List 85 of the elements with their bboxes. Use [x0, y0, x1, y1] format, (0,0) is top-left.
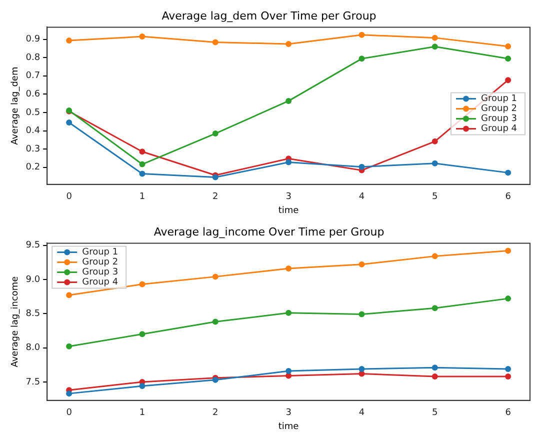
legend-label: Group 4 [82, 278, 118, 288]
chart-title: Average lag_income Over Time per Group [154, 225, 384, 238]
legend-label: Group 3 [82, 268, 118, 278]
point [66, 292, 72, 298]
x-tick-label: 1 [139, 192, 146, 202]
x-tick-label: 2 [212, 192, 218, 202]
point [432, 364, 438, 371]
point [358, 366, 365, 372]
y-tick-label: 9.0 [26, 274, 40, 285]
point [139, 170, 146, 177]
point [505, 170, 512, 176]
point [432, 373, 438, 380]
x-tick-label: 4 [358, 192, 365, 202]
point [432, 44, 438, 50]
point [432, 305, 438, 312]
y-axis-title: Average lag_income [10, 276, 21, 368]
y-axis-title: Average lag_dem [10, 66, 21, 145]
y-tick-label: 7.5 [26, 377, 40, 388]
y-tick-label: 8.5 [26, 308, 40, 319]
point [139, 34, 146, 40]
point [358, 164, 365, 170]
point [212, 274, 218, 280]
y-tick-label: 0.4 [26, 126, 40, 136]
x-tick-label: 3 [286, 192, 292, 202]
x-tick-label: 5 [432, 408, 438, 418]
point [66, 38, 72, 44]
x-axis-title: time [278, 206, 300, 216]
point [139, 331, 146, 338]
point [432, 160, 438, 166]
x-tick-label: 6 [505, 408, 512, 418]
point [505, 373, 512, 380]
x-tick-label: 0 [66, 192, 72, 202]
point [66, 343, 72, 350]
y-tick-label: 0.6 [26, 90, 40, 100]
point [358, 56, 365, 62]
x-tick-label: 6 [505, 192, 512, 202]
y-tick-label: 0.2 [26, 162, 40, 173]
point [505, 248, 512, 254]
point [432, 34, 438, 41]
y-tick-label: 0.3 [26, 144, 40, 154]
point [286, 310, 292, 316]
point [212, 130, 218, 137]
x-tick-label: 4 [358, 408, 365, 418]
legend-label: Group 3 [481, 114, 518, 124]
chart-title: Average lag_dem Over Time per Group [162, 9, 376, 22]
point [286, 41, 292, 48]
point [212, 318, 218, 325]
point [66, 120, 72, 126]
legend-label: Group 2 [481, 104, 518, 114]
point [505, 77, 512, 84]
point [212, 39, 218, 46]
x-tick-label: 1 [139, 408, 146, 418]
legend-label: Group 1 [82, 248, 118, 258]
legend-label: Group 2 [82, 258, 118, 268]
x-tick-label: 3 [286, 408, 292, 418]
point [358, 261, 365, 268]
y-tick-label: 0.8 [26, 52, 40, 63]
point [505, 43, 512, 50]
point [286, 368, 292, 374]
point [358, 311, 365, 318]
y-tick-label: 0.5 [26, 108, 40, 118]
point [66, 390, 72, 397]
y-tick-label: 0.7 [26, 71, 40, 82]
point [139, 383, 146, 390]
point [505, 56, 512, 62]
point [286, 98, 292, 104]
point [505, 296, 512, 302]
y-tick-label: 0.9 [26, 34, 40, 45]
point [139, 161, 146, 168]
point [139, 148, 146, 155]
y-tick-label: 9.5 [26, 240, 40, 251]
y-tick-label: 8.0 [26, 343, 40, 354]
x-tick-label: 0 [66, 408, 72, 418]
point [139, 281, 146, 288]
legend-label: Group 4 [481, 124, 518, 134]
x-tick-label: 5 [432, 192, 438, 202]
point [286, 159, 292, 166]
point [505, 366, 512, 372]
point [286, 265, 292, 272]
x-axis-title: time [278, 422, 300, 432]
point [432, 138, 438, 144]
point [358, 32, 365, 38]
x-tick-label: 2 [212, 408, 218, 418]
point [432, 253, 438, 260]
legend-label: Group 1 [481, 94, 518, 104]
